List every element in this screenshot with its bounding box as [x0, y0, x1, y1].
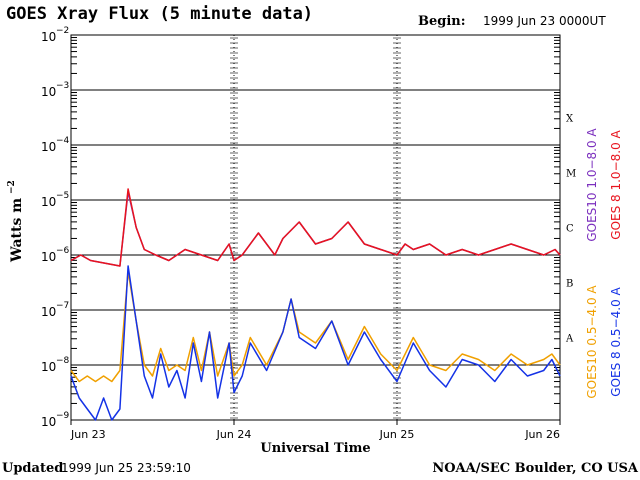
- y-tick-exponent: −3: [56, 81, 69, 91]
- series-line: [70, 265, 561, 421]
- begin-label: Begin:: [418, 14, 466, 29]
- y-tick-label: 10: [41, 360, 56, 374]
- x-tick-label: Jun 25: [379, 428, 415, 441]
- x-tick-label: Jun 23: [70, 428, 106, 441]
- y-tick-label: 10: [41, 140, 56, 154]
- y-tick-label: 10: [41, 415, 56, 429]
- y-tick-label: 10: [41, 305, 56, 319]
- y-tick-label: 10: [41, 195, 56, 209]
- y-tick-label: 10: [41, 250, 56, 264]
- credit-text: NOAA/SEC Boulder, CO USA: [432, 461, 638, 476]
- updated-value: 1999 Jun 25 23:59:10: [61, 461, 191, 475]
- chart-title: GOES Xray Flux (5 minute data): [6, 4, 314, 24]
- series-line: [70, 188, 561, 267]
- flare-class-label: C: [566, 224, 574, 235]
- x-tick-label: Jun 24: [216, 428, 252, 441]
- flare-class-label: M: [566, 169, 576, 180]
- y-tick-exponent: −7: [56, 301, 69, 311]
- y-tick-exponent: −6: [56, 246, 70, 256]
- y-tick-exponent: −2: [56, 26, 69, 36]
- y-axis-label: Watts m: [9, 198, 25, 263]
- y-tick-label: 10: [41, 85, 56, 99]
- legend-label: GOES10 0.5−4.0 A: [585, 285, 599, 399]
- y-tick-exponent: −9: [56, 411, 70, 421]
- x-axis-label: Universal Time: [260, 441, 370, 456]
- begin-value: 1999 Jun 23 0000UT: [483, 14, 606, 28]
- y-axis-label-exponent: −2: [7, 180, 17, 194]
- plot-frame: [70, 34, 561, 421]
- y-tick-exponent: −5: [56, 191, 69, 201]
- legend-label: GOES 8 1.0−8.0 A: [609, 129, 623, 239]
- y-tick-label: 10: [41, 30, 56, 44]
- legend-label: GOES10 1.0−8.0 A: [585, 128, 599, 242]
- y-tick-exponent: −4: [56, 136, 70, 146]
- flare-class-label: B: [566, 279, 573, 290]
- flare-class-label: A: [565, 334, 574, 345]
- updated-label: Updated: [2, 461, 64, 476]
- legend-label: GOES 8 0.5−4.0 A: [609, 286, 623, 396]
- y-tick-exponent: −8: [56, 356, 70, 366]
- flare-class-label: X: [566, 114, 574, 125]
- x-tick-label: Jun 26: [524, 428, 560, 441]
